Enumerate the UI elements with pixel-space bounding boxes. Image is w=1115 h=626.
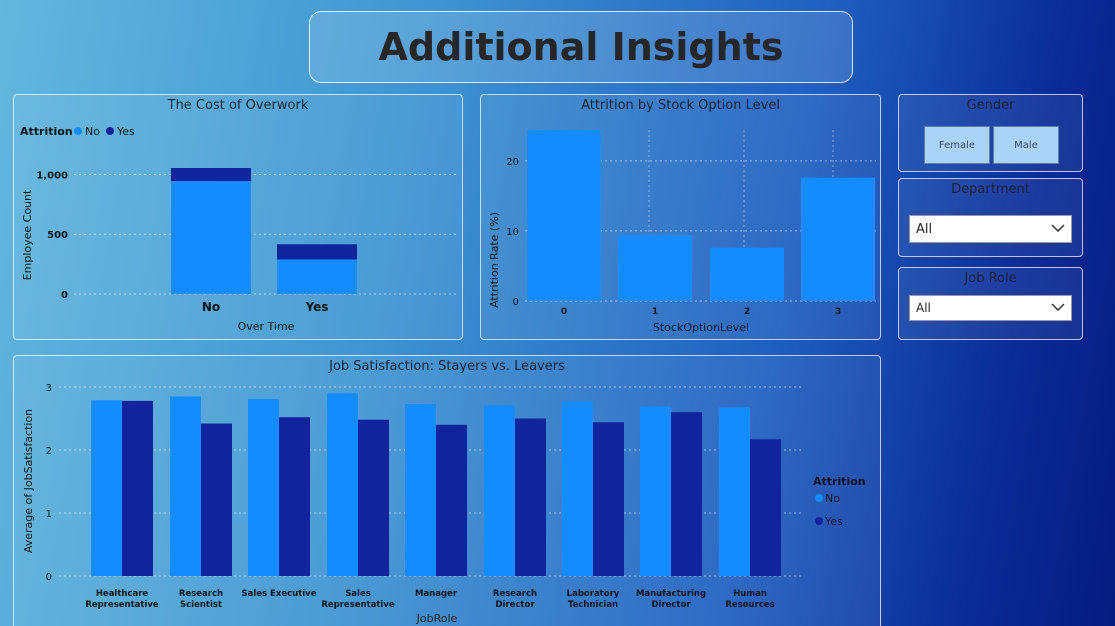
legend-no-marker bbox=[74, 127, 82, 135]
chevron-down-icon bbox=[1051, 303, 1065, 311]
bar-manager-no bbox=[405, 404, 436, 576]
bar-sales-representative-no bbox=[327, 393, 358, 576]
bar-human-resources-no bbox=[719, 407, 750, 576]
gender-slicer: Gender Female Male bbox=[898, 94, 1083, 172]
bar-manufacturing-director-no bbox=[640, 406, 671, 576]
x-tick-label: Research Director bbox=[493, 589, 537, 610]
y-tick-label: 20 bbox=[506, 157, 519, 168]
job-role-dropdown[interactable]: All bbox=[909, 295, 1072, 321]
job-role-slicer: Job Role All bbox=[898, 267, 1083, 340]
stock-x-label: StockOptionLevel bbox=[653, 321, 749, 334]
bar-stock-level-0 bbox=[527, 130, 601, 301]
x-tick-label: Laboratory Technician bbox=[567, 589, 620, 610]
y-tick-label: 2 bbox=[46, 446, 52, 457]
bar-healthcare-representative-no bbox=[91, 400, 122, 576]
y-tick-label: 0 bbox=[46, 572, 52, 583]
chevron-down-icon bbox=[1051, 224, 1065, 232]
x-tick-label: Sales Representative bbox=[321, 589, 395, 610]
stock-y-label: Attrition Rate (%) bbox=[488, 212, 501, 308]
bar-no-yes bbox=[171, 168, 251, 182]
job-role-slicer-title: Job Role bbox=[964, 271, 1017, 286]
y-tick-label: 1 bbox=[46, 509, 52, 520]
bar-no-no bbox=[171, 181, 251, 294]
bar-sales-executive-yes bbox=[279, 417, 310, 576]
satisfaction-legend-title: Attrition bbox=[813, 475, 866, 488]
y-tick-label: 500 bbox=[47, 230, 68, 241]
x-tick-label: Research Scientist bbox=[179, 589, 223, 610]
stock-chart-title: Attrition by Stock Option Level bbox=[581, 98, 780, 113]
bar-research-scientist-yes bbox=[201, 423, 232, 576]
department-dropdown[interactable]: All bbox=[909, 215, 1072, 243]
x-tick-label: Human Resources bbox=[725, 589, 774, 610]
bar-sales-executive-no bbox=[248, 398, 279, 576]
gender-slicer-title: Gender bbox=[966, 98, 1015, 113]
x-tick-label: Manager bbox=[415, 589, 458, 599]
overwork-x-label: Over Time bbox=[238, 320, 295, 333]
bar-stock-level-1 bbox=[618, 235, 692, 301]
satisfaction-legend-no: No bbox=[825, 492, 840, 505]
legend-yes-marker bbox=[106, 127, 114, 135]
overwork-chart-panel: The Cost of Overwork Attrition No Yes Em… bbox=[13, 94, 463, 340]
overwork-y-label: Employee Count bbox=[21, 189, 34, 280]
satisfaction-y-label: Average of JobSatisfaction bbox=[22, 409, 35, 553]
bar-yes-no bbox=[277, 259, 357, 294]
page-title-box: Additional Insights bbox=[309, 11, 853, 83]
department-slicer: Department All bbox=[898, 178, 1083, 257]
stock-chart: Attrition Rate (%) StockOptionLevel 0102… bbox=[488, 130, 876, 334]
bar-sales-representative-yes bbox=[358, 419, 389, 576]
x-tick-label: Manufacturing Director bbox=[636, 589, 706, 610]
bar-research-scientist-no bbox=[170, 396, 201, 576]
overwork-legend-no: No bbox=[85, 125, 100, 138]
overwork-chart-title: The Cost of Overwork bbox=[167, 98, 309, 113]
x-tick-label: Healthcare Representative bbox=[85, 589, 159, 610]
page-title: Additional Insights bbox=[378, 25, 784, 69]
x-tick-label: Sales Executive bbox=[242, 589, 317, 599]
bar-manufacturing-director-yes bbox=[671, 412, 702, 576]
y-tick-label: 0 bbox=[513, 297, 519, 308]
gender-male-button[interactable]: Male bbox=[993, 126, 1059, 164]
x-tick-label: 3 bbox=[835, 307, 841, 317]
x-tick-label: No bbox=[202, 300, 220, 314]
bar-research-director-yes bbox=[515, 418, 546, 576]
y-tick-label: 0 bbox=[61, 290, 68, 301]
satisfaction-x-label: JobRole bbox=[416, 612, 458, 625]
bar-stock-level-3 bbox=[801, 177, 875, 301]
bar-laboratory-technician-no bbox=[562, 401, 593, 576]
legend-no-marker bbox=[815, 494, 823, 502]
satisfaction-chart-title: Job Satisfaction: Stayers vs. Leavers bbox=[329, 359, 565, 374]
gender-female-button[interactable]: Female bbox=[924, 126, 990, 164]
stock-chart-panel: Attrition by Stock Option Level Attritio… bbox=[480, 94, 881, 340]
bar-research-director-no bbox=[484, 405, 515, 576]
satisfaction-legend-yes: Yes bbox=[824, 515, 843, 528]
satisfaction-chart-panel: Job Satisfaction: Stayers vs. Leavers Av… bbox=[13, 355, 881, 626]
job-role-dropdown-value: All bbox=[916, 301, 931, 315]
overwork-chart: Attrition No Yes Employee Count Over Tim… bbox=[20, 125, 458, 333]
bar-stock-level-2 bbox=[710, 247, 784, 301]
overwork-legend-title: Attrition bbox=[20, 125, 73, 138]
bar-manager-yes bbox=[436, 424, 467, 576]
y-tick-label: 10 bbox=[506, 227, 519, 238]
bar-human-resources-yes bbox=[750, 439, 781, 576]
x-tick-label: 2 bbox=[744, 307, 750, 317]
bar-laboratory-technician-yes bbox=[593, 422, 624, 576]
overwork-legend-yes: Yes bbox=[116, 125, 135, 138]
legend-yes-marker bbox=[815, 517, 823, 525]
satisfaction-chart: Average of JobSatisfaction JobRole Attri… bbox=[22, 383, 866, 625]
department-slicer-title: Department bbox=[951, 182, 1030, 197]
x-tick-label: 1 bbox=[652, 307, 658, 317]
y-tick-label: 1,000 bbox=[36, 170, 68, 181]
x-tick-label: Yes bbox=[305, 300, 329, 314]
bar-healthcare-representative-yes bbox=[122, 400, 153, 576]
bar-yes-yes bbox=[277, 244, 357, 260]
x-tick-label: 0 bbox=[561, 307, 567, 317]
y-tick-label: 3 bbox=[46, 383, 52, 394]
department-dropdown-value: All bbox=[916, 221, 933, 237]
